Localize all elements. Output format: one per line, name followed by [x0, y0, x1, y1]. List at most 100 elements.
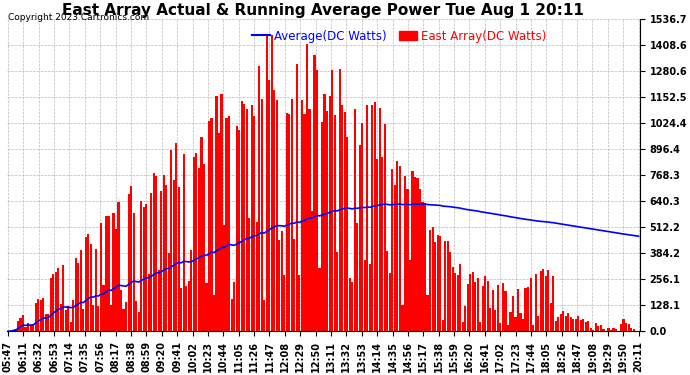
Bar [57, 268, 59, 331]
Bar [268, 80, 270, 331]
Bar [77, 264, 79, 331]
Bar [120, 290, 122, 331]
Bar [452, 267, 454, 331]
Bar [50, 278, 52, 331]
Bar [55, 272, 57, 331]
Bar [193, 157, 195, 331]
Bar [206, 283, 208, 331]
Bar [482, 286, 484, 331]
Bar [298, 274, 300, 331]
Bar [92, 304, 95, 331]
Bar [304, 114, 306, 331]
Bar [442, 320, 444, 331]
Bar [284, 274, 286, 331]
Bar [411, 171, 413, 331]
Bar [366, 105, 368, 331]
Bar [24, 327, 27, 331]
Bar [188, 281, 190, 331]
Bar [587, 321, 589, 331]
Bar [175, 143, 177, 331]
Bar [359, 146, 361, 331]
Bar [72, 300, 75, 331]
Bar [230, 299, 233, 331]
Bar [336, 252, 338, 331]
Bar [65, 310, 67, 331]
Bar [484, 276, 486, 331]
Bar [595, 323, 597, 331]
Bar [80, 250, 82, 331]
Bar [248, 218, 250, 331]
Bar [186, 286, 188, 331]
Bar [535, 274, 537, 331]
Bar [462, 322, 464, 331]
Bar [379, 108, 381, 331]
Bar [555, 321, 557, 331]
Bar [145, 204, 147, 331]
Text: Copyright 2023 Cartronics.com: Copyright 2023 Cartronics.com [8, 13, 149, 22]
Bar [213, 295, 215, 331]
Bar [168, 253, 170, 331]
Bar [115, 229, 117, 331]
Bar [529, 278, 532, 331]
Bar [37, 298, 39, 331]
Bar [143, 207, 145, 331]
Bar [544, 276, 546, 331]
Bar [469, 274, 471, 331]
Bar [570, 316, 572, 331]
Bar [384, 124, 386, 331]
Bar [610, 330, 612, 331]
Bar [592, 330, 595, 331]
Title: East Array Actual & Running Average Power Tue Aug 1 20:11: East Array Actual & Running Average Powe… [62, 3, 584, 18]
Bar [14, 329, 17, 331]
Bar [256, 222, 258, 331]
Bar [466, 284, 469, 331]
Bar [228, 116, 230, 331]
Bar [331, 70, 333, 331]
Bar [567, 313, 569, 331]
Bar [324, 94, 326, 331]
Bar [371, 105, 373, 331]
Bar [178, 187, 180, 331]
Bar [243, 104, 245, 331]
Bar [434, 242, 436, 331]
Bar [540, 271, 542, 331]
Bar [585, 322, 587, 331]
Bar [527, 287, 529, 331]
Bar [627, 324, 630, 331]
Bar [180, 288, 182, 331]
Bar [464, 306, 466, 331]
Bar [454, 273, 456, 331]
Bar [492, 290, 494, 331]
Bar [226, 118, 228, 331]
Bar [128, 194, 130, 331]
Bar [572, 319, 574, 331]
Bar [578, 316, 580, 331]
Bar [364, 260, 366, 331]
Bar [472, 272, 474, 331]
Bar [263, 300, 266, 331]
Bar [607, 327, 609, 331]
Bar [368, 264, 371, 331]
Bar [183, 154, 185, 331]
Bar [426, 295, 428, 331]
Bar [457, 275, 459, 331]
Bar [108, 216, 110, 331]
Bar [235, 126, 237, 331]
Bar [504, 291, 506, 331]
Bar [281, 231, 283, 331]
Bar [45, 314, 47, 331]
Bar [293, 239, 295, 331]
Bar [391, 169, 393, 331]
Bar [135, 301, 137, 331]
Bar [439, 236, 441, 331]
Bar [246, 109, 248, 331]
Bar [306, 45, 308, 331]
Bar [276, 100, 278, 331]
Bar [19, 318, 21, 331]
Bar [27, 323, 29, 331]
Bar [590, 328, 592, 331]
Bar [480, 322, 482, 331]
Bar [286, 113, 288, 331]
Bar [165, 184, 168, 331]
Bar [112, 213, 115, 331]
